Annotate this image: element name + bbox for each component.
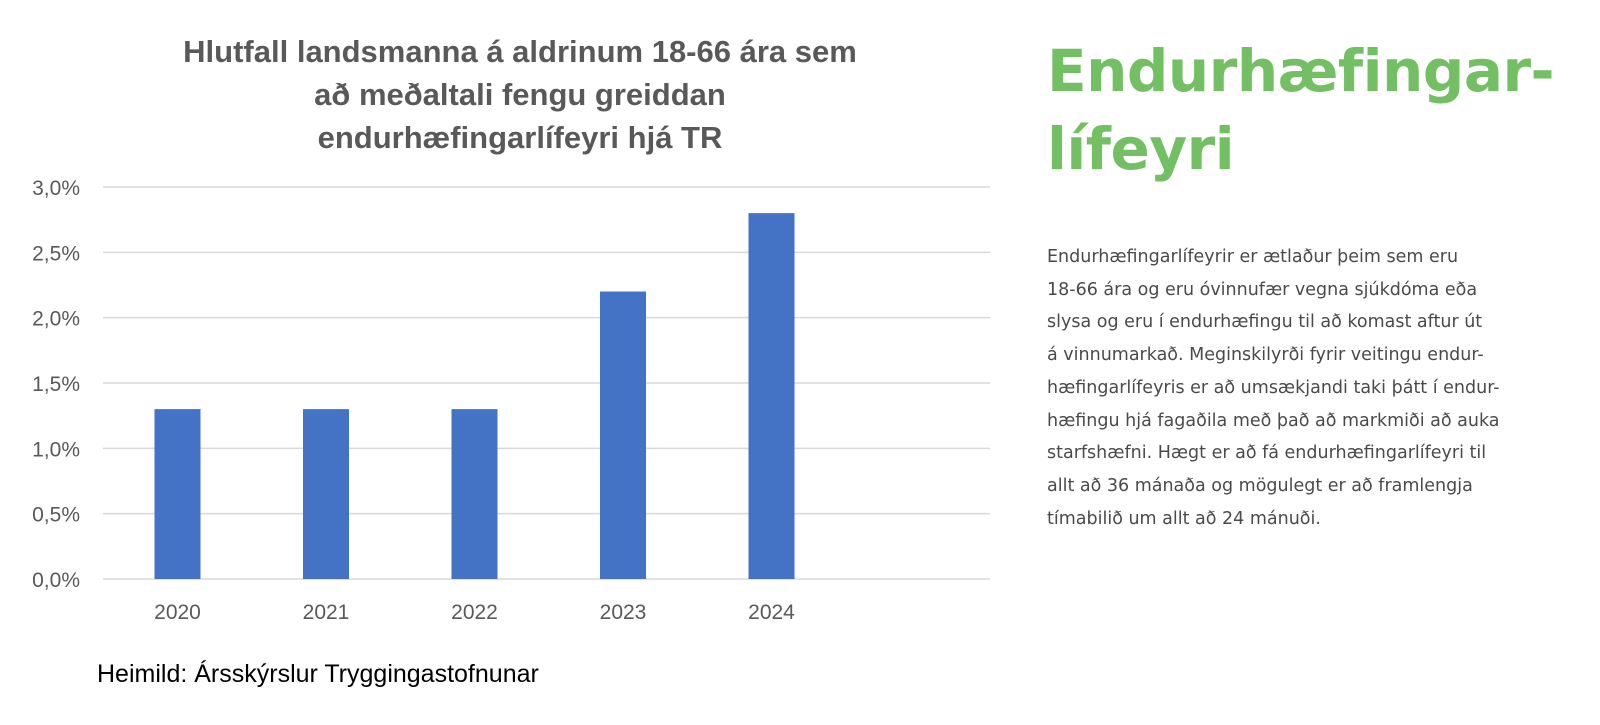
bar (303, 409, 349, 579)
description-line: hæfingu hjá fagaðila með það að markmiði… (1047, 410, 1500, 431)
description-line: Endurhæfingarlífeyrir er ætlaður þeim se… (1047, 247, 1459, 267)
y-tick-label: 1,0% (32, 438, 80, 461)
x-tick-label: 2021 (303, 601, 350, 624)
description-line: hæfingarlífeyris er að umsækjandi taki þ… (1047, 377, 1500, 398)
side-heading: Endurhæfingar- lífeyri (1047, 32, 1555, 188)
chart-title-line: Hlutfall landsmanna á aldrinum 18-66 ára… (183, 34, 857, 69)
y-tick-label: 0,5% (32, 504, 80, 527)
side-heading-line: lífeyri (1047, 115, 1235, 183)
bar (600, 291, 646, 579)
bar (451, 409, 498, 579)
chart-title: Hlutfall landsmanna á aldrinum 18-66 ára… (100, 30, 940, 159)
source-note: Heimild: Ársskýrslur Tryggingastofnunar (97, 660, 539, 688)
description-line: slysa og eru í endurhæfingu til að komas… (1047, 312, 1483, 333)
x-tick-label: 2024 (748, 601, 795, 624)
bar (748, 213, 795, 579)
description-line: 18-66 ára og eru óvinnufær vegna sjúkdóm… (1047, 279, 1478, 300)
x-tick-label: 2020 (154, 601, 201, 624)
chart-title-line: að meðaltali fengu greiddan (314, 77, 726, 112)
x-tick-label: 2022 (451, 601, 498, 624)
y-tick-label: 0,0% (32, 569, 80, 592)
y-tick-label: 2,0% (32, 308, 80, 331)
description-line: tímabilið um allt að 24 mánuði. (1047, 508, 1321, 529)
bar (154, 409, 201, 579)
description-line: starfshæfni. Hægt er að fá endurhæfingar… (1047, 443, 1487, 464)
side-heading-line: Endurhæfingar- (1047, 37, 1555, 105)
y-tick-label: 3,0% (32, 177, 80, 200)
y-tick-label: 2,5% (32, 242, 80, 265)
side-description: Endurhæfingarlífeyrir er ætlaður þeim se… (1047, 241, 1547, 535)
chart-title-line: endurhæfingarlífeyri hjá TR (317, 120, 723, 155)
description-line: allt að 36 mánaða og mögulegt er að fram… (1047, 475, 1473, 496)
description-line: á vinnumarkað. Meginskilyrði fyrir veiti… (1047, 345, 1484, 366)
y-tick-label: 1,5% (32, 373, 80, 396)
bar-chart: 0,0% 0,5% 1,0% 1,5% 2,0% 2,5% 3,0% 2020 2021 2022… (32, 177, 990, 624)
x-tick-label: 2023 (600, 601, 647, 624)
